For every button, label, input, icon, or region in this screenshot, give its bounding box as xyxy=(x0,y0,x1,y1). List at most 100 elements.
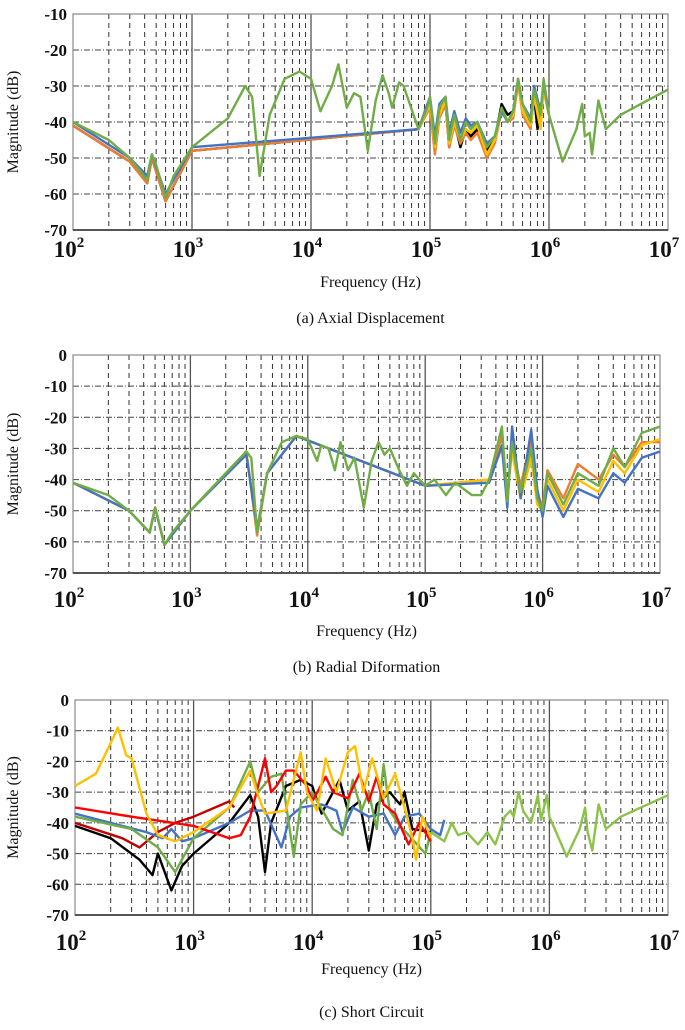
series-line-2 xyxy=(72,425,661,547)
x-tick-base: 10 xyxy=(54,587,77,612)
y-tick-label: -20 xyxy=(46,752,69,771)
y-tick-label: -30 xyxy=(44,77,67,96)
x-axis-label: Frequency (Hz) xyxy=(320,274,421,291)
x-tick-label: 103 xyxy=(173,235,204,262)
x-tick-exponent: 2 xyxy=(77,585,85,601)
series-line-4 xyxy=(72,63,669,199)
series-line-3 xyxy=(72,425,661,547)
x-tick-label: 104 xyxy=(289,585,320,612)
x-tick-exponent: 2 xyxy=(77,235,85,251)
y-tick-label: -50 xyxy=(44,149,67,168)
x-tick-exponent: 3 xyxy=(197,928,205,944)
y-tick-label: -40 xyxy=(44,113,67,132)
y-tick-label: -40 xyxy=(44,471,67,490)
subplot-caption: (c) Short Circuit xyxy=(319,1004,424,1021)
x-tick-label: 107 xyxy=(649,928,680,955)
y-axis-label: Magnitude (dB) xyxy=(5,71,22,174)
x-tick-label: 107 xyxy=(649,235,680,262)
x-tick-base: 10 xyxy=(173,237,196,262)
y-tick-label: -10 xyxy=(44,5,67,24)
x-tick-base: 10 xyxy=(292,237,315,262)
y-tick-label: -70 xyxy=(44,564,67,583)
y-tick-label: -70 xyxy=(46,906,69,925)
x-tick-base: 10 xyxy=(530,930,553,955)
y-axis-label: Magnitude (dB) xyxy=(5,756,22,859)
x-tick-label: 105 xyxy=(412,928,443,955)
x-tick-exponent: 2 xyxy=(79,928,87,944)
x-tick-base: 10 xyxy=(171,587,194,612)
y-tick-label: 0 xyxy=(59,346,68,365)
x-tick-label: 106 xyxy=(530,235,561,262)
y-tick-label: -50 xyxy=(44,502,67,521)
x-tick-exponent: 4 xyxy=(315,235,323,251)
x-tick-label: 103 xyxy=(174,928,205,955)
x-axis-label: Frequency (Hz) xyxy=(321,961,422,978)
x-tick-exponent: 4 xyxy=(312,585,320,601)
series-line-1 xyxy=(74,778,431,892)
series-line-5 xyxy=(74,726,432,861)
y-axis-label: Magnitude (dB) xyxy=(5,413,22,516)
y-tick-label: -60 xyxy=(44,533,67,552)
x-tick-exponent: 3 xyxy=(194,585,202,601)
x-tick-label: 103 xyxy=(171,585,202,612)
x-tick-base: 10 xyxy=(523,587,546,612)
series-line-6 xyxy=(430,790,669,858)
x-tick-base: 10 xyxy=(649,930,672,955)
x-tick-base: 10 xyxy=(530,237,553,262)
x-tick-label: 106 xyxy=(530,928,561,955)
x-tick-label: 102 xyxy=(54,585,85,612)
x-tick-label: 104 xyxy=(292,235,323,262)
x-tick-exponent: 6 xyxy=(553,235,561,251)
y-tick-label: -30 xyxy=(44,439,67,458)
x-tick-base: 10 xyxy=(174,930,197,955)
x-tick-base: 10 xyxy=(649,237,672,262)
y-tick-label: -20 xyxy=(44,41,67,60)
x-tick-exponent: 4 xyxy=(316,928,324,944)
x-tick-exponent: 3 xyxy=(196,235,204,251)
x-tick-exponent: 7 xyxy=(664,585,672,601)
x-tick-label: 106 xyxy=(523,585,554,612)
y-tick-label: -20 xyxy=(44,408,67,427)
x-tick-base: 10 xyxy=(411,237,434,262)
series-line-4 xyxy=(74,757,432,846)
subplot-caption: (b) Radial Diformation xyxy=(293,659,441,676)
x-tick-base: 10 xyxy=(641,587,664,612)
subplot-caption: (a) Axial Displacement xyxy=(296,310,445,327)
x-tick-base: 10 xyxy=(54,237,77,262)
y-tick-label: -50 xyxy=(46,845,69,864)
y-tick-label: -10 xyxy=(44,377,67,396)
y-tick-label: 0 xyxy=(61,691,70,710)
x-tick-label: 104 xyxy=(293,928,324,955)
x-tick-exponent: 5 xyxy=(434,235,442,251)
x-tick-base: 10 xyxy=(406,587,429,612)
x-tick-base: 10 xyxy=(412,930,435,955)
x-tick-base: 10 xyxy=(289,587,312,612)
x-tick-exponent: 6 xyxy=(546,585,554,601)
x-tick-label: 105 xyxy=(406,585,437,612)
x-tick-exponent: 7 xyxy=(672,928,680,944)
series-line-0 xyxy=(74,800,236,849)
x-tick-exponent: 7 xyxy=(672,235,680,251)
y-tick-label: -60 xyxy=(44,185,67,204)
x-tick-label: 107 xyxy=(641,585,672,612)
y-tick-label: -60 xyxy=(46,875,69,894)
x-axis-label: Frequency (Hz) xyxy=(316,623,417,640)
x-tick-label: 102 xyxy=(56,928,87,955)
y-tick-label: -40 xyxy=(46,814,69,833)
y-tick-label: -70 xyxy=(44,221,67,240)
x-tick-label: 102 xyxy=(54,235,85,262)
y-tick-label: -30 xyxy=(46,783,69,802)
x-tick-base: 10 xyxy=(56,930,79,955)
x-tick-exponent: 6 xyxy=(553,928,561,944)
x-tick-label: 105 xyxy=(411,235,442,262)
x-tick-exponent: 5 xyxy=(429,585,437,601)
y-tick-label: -10 xyxy=(46,722,69,741)
series-line-1 xyxy=(72,81,551,203)
x-tick-exponent: 5 xyxy=(435,928,443,944)
x-tick-base: 10 xyxy=(293,930,316,955)
